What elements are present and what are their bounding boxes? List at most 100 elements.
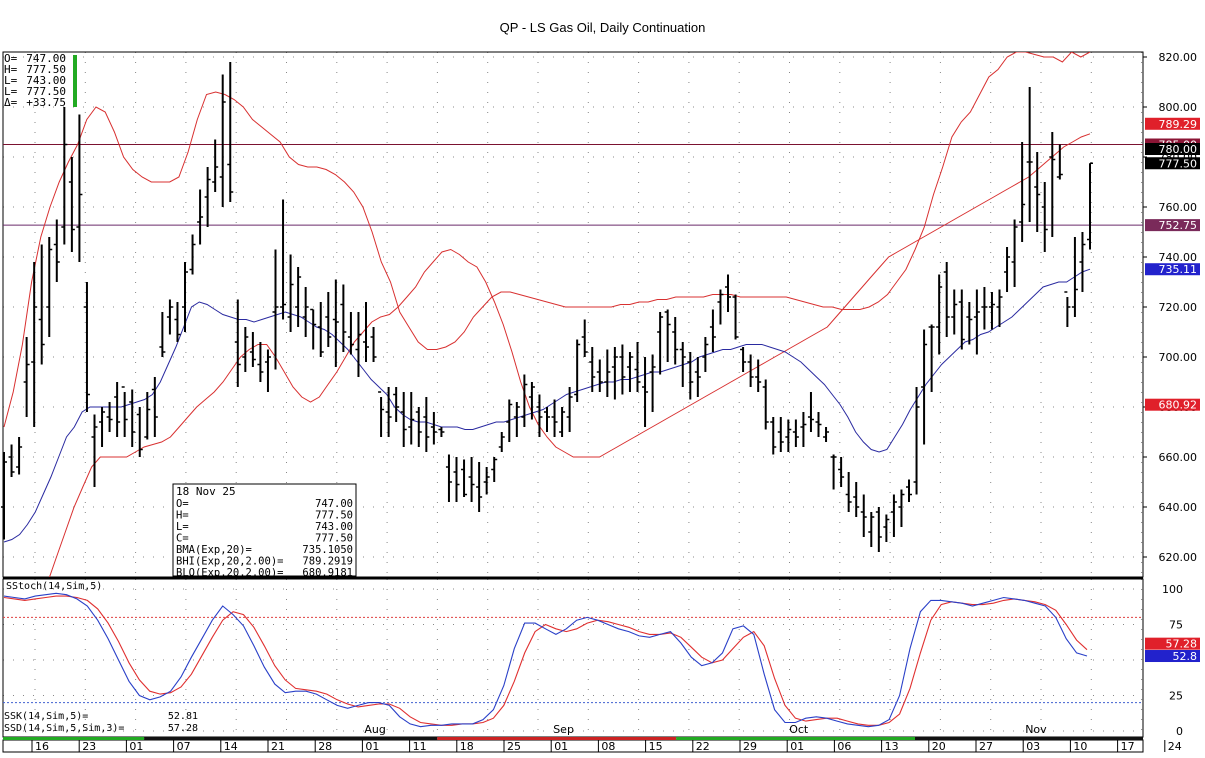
x-tick-label: 07	[177, 740, 191, 753]
price-bar	[378, 391, 385, 437]
price-bar	[23, 337, 30, 417]
ssk-label: SSK(14,Sim,5)=	[4, 711, 88, 722]
x-tick-label: 10	[1073, 740, 1087, 753]
price-bar	[604, 349, 611, 397]
price-bar	[634, 342, 641, 392]
info-label: O=	[176, 498, 189, 510]
price-bar	[121, 386, 128, 437]
price-bar	[1019, 142, 1026, 242]
price-bar	[649, 354, 656, 412]
price-bar	[951, 289, 958, 335]
stoch-marker-label: 52.8	[1173, 650, 1198, 663]
x-tick-label: 14	[224, 740, 238, 753]
price-bar	[988, 292, 995, 330]
stoch-tick-label: 75	[1169, 619, 1183, 632]
y-axis: 620.00640.00660.00680.00700.00720.00740.…	[1143, 51, 1200, 738]
ssk-line	[3, 592, 1088, 728]
price-marker-label: 735.11	[1159, 263, 1198, 276]
ssd-value: 57.28	[168, 723, 198, 734]
price-bar	[31, 262, 38, 427]
price-bar	[76, 114, 83, 262]
quote-value: 747.00	[26, 52, 66, 65]
price-bar	[234, 299, 241, 387]
price-marker-box	[1145, 117, 1200, 130]
price-bar	[672, 317, 679, 365]
info-label: BLO(Exp,20,2.00)=	[176, 567, 283, 579]
price-bar	[709, 309, 716, 352]
price-bar	[430, 412, 437, 445]
x-tick-label: 03	[1026, 740, 1040, 753]
stoch-marker-box	[1145, 650, 1200, 663]
price-bar	[845, 472, 852, 512]
price-bar	[792, 419, 799, 447]
price-bar	[129, 389, 136, 447]
price-bar	[800, 412, 807, 447]
month-label: Oct	[789, 723, 809, 736]
price-bar	[521, 374, 528, 427]
price-bar	[370, 327, 377, 362]
price-tick-label: 760.00	[1159, 201, 1198, 214]
price-marker-label: 789.29	[1159, 118, 1198, 131]
quote-indicator	[73, 55, 77, 107]
month-label: Aug	[364, 723, 385, 736]
price-bar	[513, 402, 520, 437]
x-tick-label: 28	[318, 740, 332, 753]
price-bar	[747, 354, 754, 387]
stoch-tick-label: 25	[1169, 690, 1183, 703]
x-tick-label: 01	[365, 740, 379, 753]
price-bar	[807, 392, 814, 432]
price-bar	[249, 332, 256, 367]
price-bar	[966, 302, 973, 345]
chart-title: QP - LS Gas Oil, Daily Continuation	[499, 20, 706, 35]
price-bar	[973, 289, 980, 355]
price-bar	[1034, 152, 1041, 232]
price-bars	[1, 62, 1093, 552]
price-bar	[295, 267, 302, 327]
price-bar	[740, 347, 747, 372]
price-bar	[626, 352, 633, 392]
price-bar	[679, 342, 686, 387]
quote-label: O=	[4, 52, 18, 65]
price-bar	[544, 407, 550, 432]
x-tick-label: 11	[413, 740, 427, 753]
price-bar	[1087, 162, 1093, 250]
x-tick-label: 27	[979, 740, 993, 753]
x-tick-label: 23	[82, 740, 96, 753]
price-bar	[762, 379, 769, 430]
x-tick-label: 01	[790, 740, 804, 753]
price-bar	[958, 289, 965, 350]
price-bar	[566, 387, 573, 432]
price-bar	[99, 407, 106, 447]
price-bar	[1071, 237, 1078, 317]
info-value: 747.00	[315, 498, 353, 510]
price-bar	[913, 387, 920, 495]
price-bar	[347, 312, 354, 355]
price-bar	[506, 399, 513, 442]
price-bar	[936, 274, 943, 355]
price-bar	[838, 457, 845, 487]
band-group	[3, 52, 1091, 577]
price-bar	[385, 387, 392, 437]
info-value: 735.1050	[302, 544, 353, 556]
price-bar	[1004, 247, 1011, 292]
ssd-label: SSD(14,Sim,5,Sim,3)=	[4, 723, 124, 734]
price-bar	[174, 302, 181, 342]
quote-value: 777.50	[26, 63, 66, 76]
quote-label: L=	[4, 85, 18, 98]
trend-strip-segment	[676, 737, 915, 740]
stoch-title: SStoch(14,Sim,5)	[6, 581, 102, 592]
price-bar	[302, 287, 309, 337]
price-bar	[242, 327, 249, 372]
price-marker-box	[1145, 263, 1200, 276]
price-bar	[1026, 87, 1033, 222]
price-tick-label: 620.00	[1159, 551, 1198, 564]
price-bar	[264, 349, 271, 392]
info-boxes: O= 747.00 H= 777.50 L= 743.00 L= 777.50 Δ= +33.75…	[4, 52, 357, 579]
price-bar	[287, 254, 294, 332]
price-bar	[589, 347, 596, 392]
x-tick-label: 20	[932, 740, 946, 753]
info-label: H=	[176, 510, 189, 522]
price-bar	[890, 494, 897, 537]
price-bar	[596, 359, 603, 392]
price-bar	[928, 324, 935, 392]
